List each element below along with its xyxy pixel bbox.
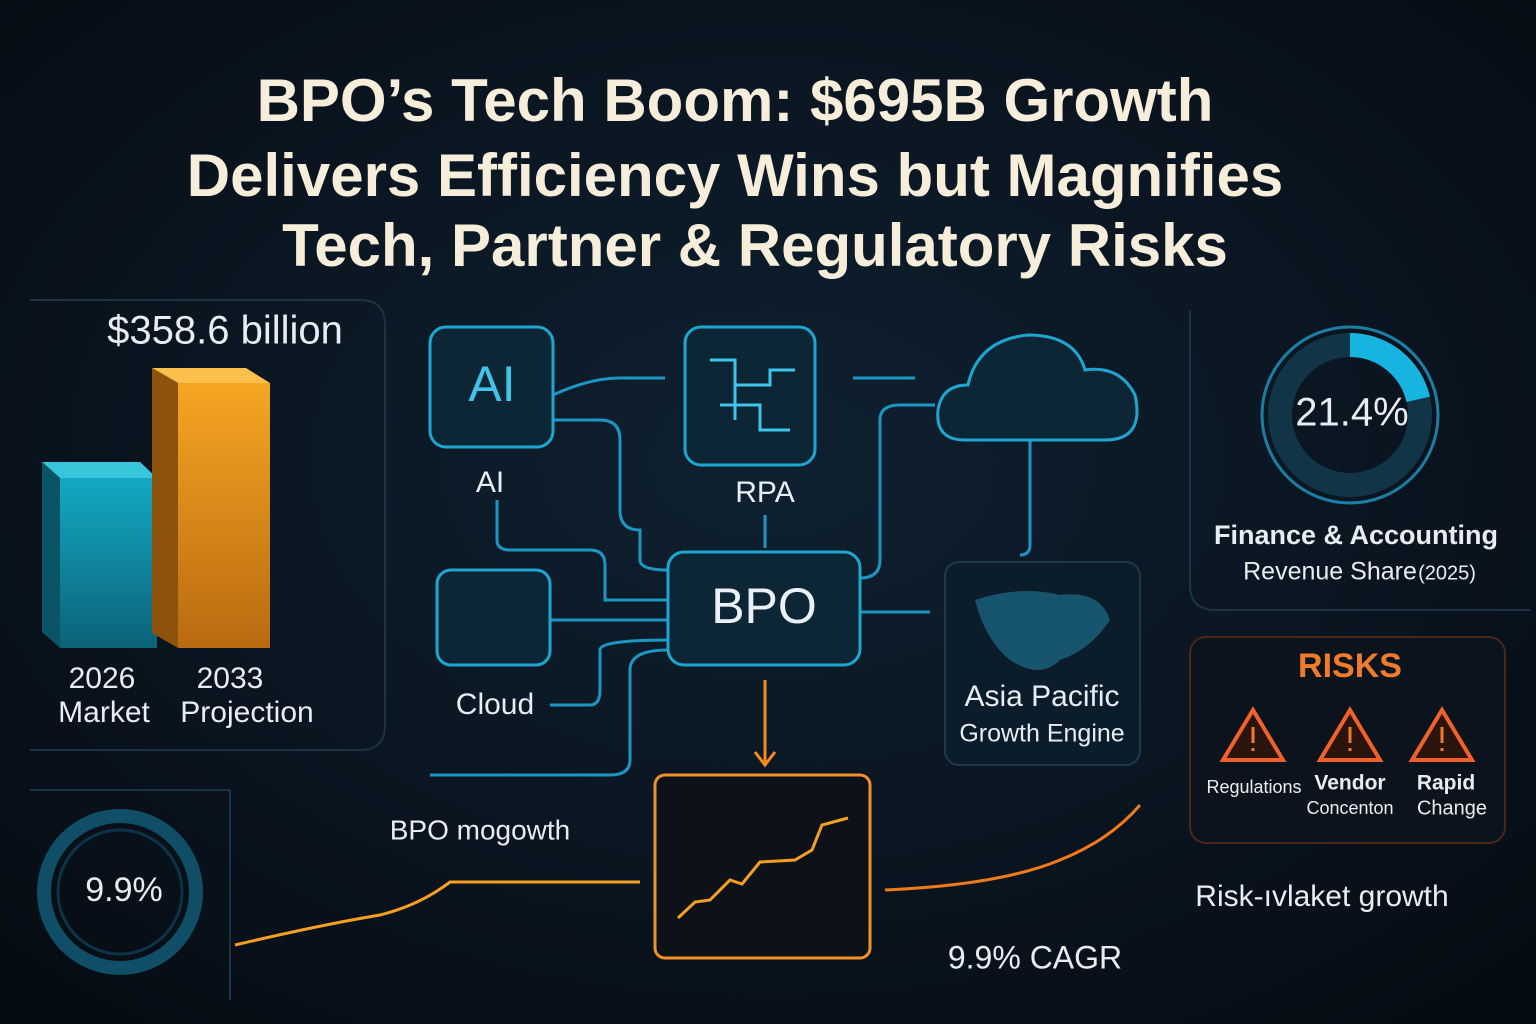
risk-label: Regulations (1206, 777, 1301, 797)
rpa-icon (710, 358, 795, 432)
growth-chart-line (676, 816, 849, 920)
risk-marks (1251, 727, 1444, 751)
share-caption: Revenue Share (1243, 558, 1417, 586)
ai-node (428, 325, 555, 449)
market-amount: $358.6 billion (107, 309, 343, 353)
growth-ring-inner (56, 828, 184, 956)
ai-label: AI (476, 466, 504, 499)
bar-label: Projection (180, 696, 313, 729)
bar-label: Market (58, 696, 150, 729)
risk-label: Change (1417, 797, 1487, 819)
growth-cagr: 9.9% CAGR (948, 939, 1122, 975)
cloud-node (936, 333, 1139, 442)
share-caption: Finance & Accounting (1214, 520, 1498, 550)
cloud-label: Cloud (456, 688, 534, 721)
growth-ring-label: 9.9% (85, 871, 163, 909)
rpa-node (683, 325, 817, 467)
growth-curve (884, 804, 1142, 892)
asia-map (975, 591, 1110, 670)
title-line: BPO’s Tech Boom: $695B Growth (257, 67, 1214, 134)
risk-label: Concenton (1306, 798, 1393, 818)
growth-title: BPO mogowth (390, 814, 571, 845)
asia-label: Asia Pacific (964, 680, 1119, 713)
risk-label: Rapid (1417, 772, 1475, 795)
bar-2026 (42, 462, 157, 648)
cloud-service-node (435, 568, 552, 667)
risk-label: Vendor (1314, 772, 1385, 795)
bar-year: 2026 (69, 662, 136, 695)
title-line: Delivers Efficiency Wins but Magnifies (187, 142, 1283, 209)
bar-year: 2033 (197, 662, 264, 695)
growth-ring (37, 809, 203, 975)
market-panel (30, 299, 386, 751)
growth-line (234, 880, 640, 947)
share-arc (1268, 333, 1432, 497)
asia-label: Growth Engine (959, 720, 1124, 748)
share-caption: (2025) (1418, 562, 1476, 584)
growth-chart-box (653, 773, 872, 960)
growth-panel (30, 789, 231, 1000)
bpo-node (666, 550, 862, 667)
ai-icon-text: AI (468, 356, 515, 412)
rpa-label: RPA (735, 476, 794, 509)
share-ring-outer (1260, 325, 1440, 505)
flow-wires (430, 376, 1032, 777)
bpo-label: BPO (711, 578, 817, 634)
bar-2033 (152, 368, 270, 648)
title-line: Tech, Partner & Regulatory Risks (282, 212, 1228, 279)
risks-title: RISKS (1298, 647, 1402, 685)
share-label: 21.4% (1295, 391, 1408, 435)
share-panel (1189, 310, 1530, 611)
risk-caption: Risk-ıvlaket growth (1195, 880, 1448, 913)
